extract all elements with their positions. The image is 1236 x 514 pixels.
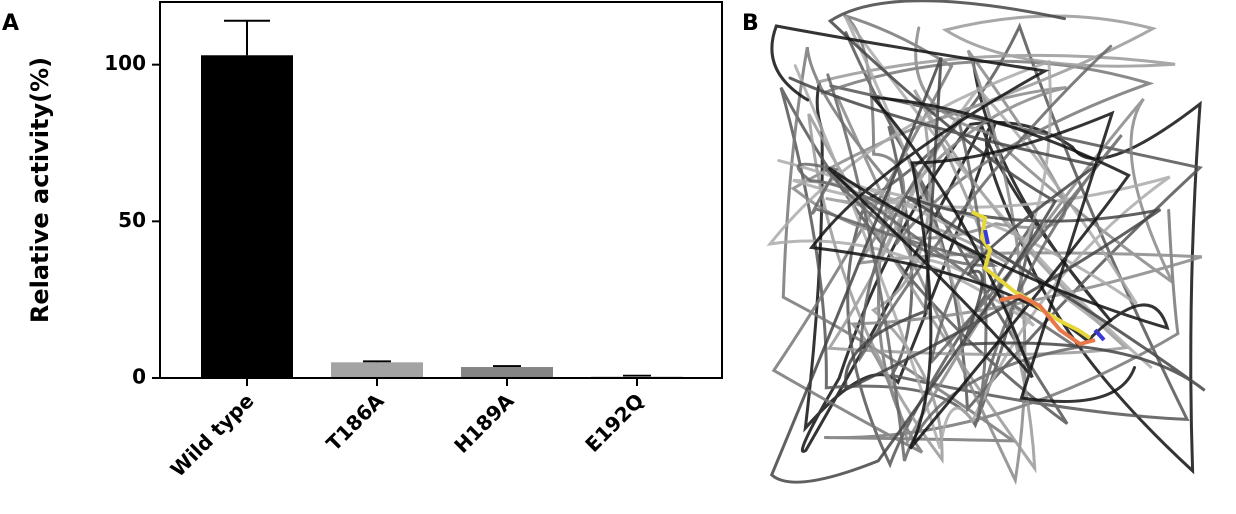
bar: [461, 367, 553, 378]
protein-structure: [770, 1, 1205, 482]
figure: A B Relative activity(%) 0 50 100 Wild type…: [0, 0, 1236, 514]
y-axis-label: Relative activity(%): [26, 57, 54, 323]
bar: [331, 362, 423, 378]
backbone-trace: [781, 26, 1200, 464]
x-tick-label: H189A: [449, 388, 519, 458]
bar: [201, 55, 293, 378]
x-tick-label: Wild type: [166, 389, 259, 482]
y-tick-label: 0: [132, 365, 146, 389]
x-tick-label: E192Q: [580, 389, 648, 457]
y-tick-label: 50: [118, 208, 146, 232]
panel-label: B: [742, 11, 759, 36]
y-tick-label: 100: [104, 51, 146, 75]
x-tick-label: T186A: [321, 388, 388, 455]
panel-label: A: [2, 11, 19, 36]
